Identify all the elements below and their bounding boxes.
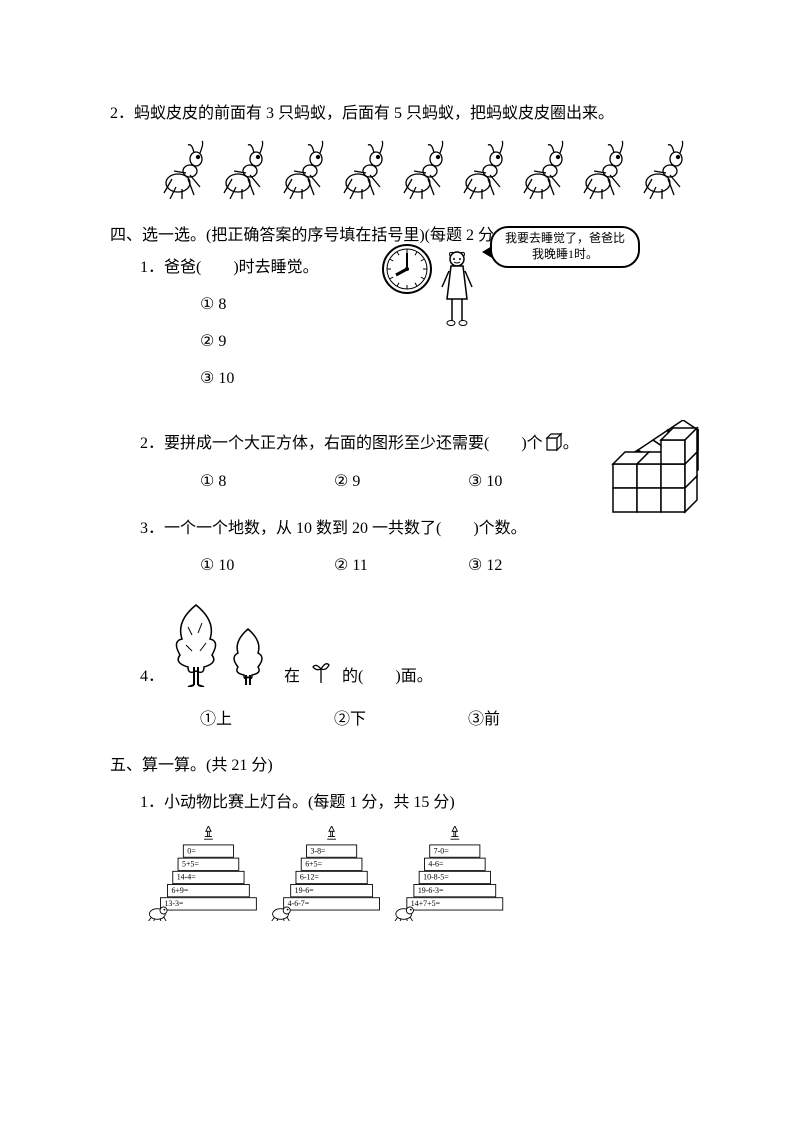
s4-q3-opt3: ③ 12	[468, 552, 598, 581]
s4-q1-label: 1．	[140, 259, 164, 276]
lamp-icon	[325, 826, 337, 843]
s4-q3: 3．一个一个地数，从 10 数到 20 一共数了( )个数。 ① 10 ② 11…	[140, 515, 683, 581]
lamp-icon	[449, 826, 461, 843]
pyramid-step: 5+5=	[178, 858, 240, 871]
s4-q1-opt3: ③ 10	[200, 365, 683, 394]
pyramid-step: 10-8-5=	[419, 871, 491, 884]
pyramid-step: 7-0=	[429, 844, 480, 857]
pyramid-step: 14-4=	[172, 871, 244, 884]
animal-icon	[146, 903, 169, 927]
pyramids: 0=5+5=14-4=6+9=13-3=3-8=6+5=6-12=19-6=4-…	[160, 826, 620, 934]
pyramid-step: 6-12=	[296, 871, 368, 884]
ant-row	[160, 139, 683, 210]
s4-q4-label: 4．	[140, 663, 164, 692]
s4-q3-stem: 一个一个地数，从 10 数到 20 一共数了( )个数。	[164, 520, 527, 537]
pyramid-step: 6+5=	[301, 858, 363, 871]
ant-icon	[400, 139, 446, 210]
tree-large-icon	[168, 601, 224, 698]
cube-figure	[603, 420, 713, 531]
q2-text: 蚂蚁皮皮的前面有 3 只蚂蚁，后面有 5 只蚂蚁，把蚂蚁皮皮圈出来。	[134, 100, 683, 129]
animal-icon	[392, 903, 415, 927]
pyramid-step: 19-6-3=	[413, 884, 496, 897]
pyramid-step: 13-3=	[160, 897, 257, 910]
s4-q4: 4． 在 的( )面。	[140, 601, 683, 698]
s4-q2-opt1: ① 8	[200, 468, 330, 497]
s4-q4-opt1: ①上	[200, 706, 330, 735]
s4-q2-opt3: ③ 10	[468, 468, 598, 497]
s4-q4-mid: 在	[284, 663, 300, 692]
s5-q1: 1．小动物比赛上灯台。(每题 1 分，共 15 分)	[140, 789, 683, 818]
s4-q4-opt3: ③前	[468, 706, 598, 735]
ant-icon	[580, 139, 626, 210]
s4-q4-options: ①上 ②下 ③前	[200, 706, 683, 735]
s4-q4-after: 的( )面。	[342, 663, 433, 692]
pyramid-step: 0=	[183, 844, 234, 857]
girl-icon	[438, 249, 476, 338]
pyramid: 7-0=4-6=10-8-5=19-6-3=14+7+5=	[406, 826, 503, 934]
sprout-icon	[310, 659, 332, 696]
pyramid-step: 3-8=	[306, 844, 357, 857]
s4-q3-opt2: ② 11	[334, 552, 464, 581]
s4-q2-label: 2．	[140, 435, 164, 452]
ant-icon	[520, 139, 566, 210]
s5-q1-label: 1．	[140, 794, 164, 811]
ant-icon	[640, 139, 686, 210]
s4-q1-stem: 爸爸( )时去睡觉。	[164, 259, 319, 276]
pyramid: 0=5+5=14-4=6+9=13-3=	[160, 826, 257, 934]
s4-q2-stem: 要拼成一个大正方体，右面的图形至少还需要( )个	[164, 435, 543, 452]
pyramid-step: 14+7+5=	[406, 897, 503, 910]
lamp-icon	[202, 826, 214, 843]
pyramid-step: 6+9=	[167, 884, 250, 897]
section5-title: 五、算一算。(共 21 分)	[110, 752, 683, 781]
s4-q4-opt2: ②下	[334, 706, 464, 735]
clock-icon	[380, 242, 434, 307]
ant-icon	[280, 139, 326, 210]
s4-q2-opt2: ② 9	[334, 468, 464, 497]
pyramid-step: 19-6=	[290, 884, 373, 897]
ant-icon	[220, 139, 266, 210]
s4-q3-label: 3．	[140, 520, 164, 537]
pyramid-step: 4-6-7=	[283, 897, 380, 910]
cube-icon	[543, 432, 563, 463]
s5-q1-text: 小动物比赛上灯台。(每题 1 分，共 15 分)	[164, 794, 455, 811]
s4-q3-opt1: ① 10	[200, 552, 330, 581]
s4-q2: 2．要拼成一个大正方体，右面的图形至少还需要( )个 。 ① 8 ② 9 ③ 1…	[140, 430, 683, 498]
ant-icon	[160, 139, 206, 210]
question-ants: 2． 蚂蚁皮皮的前面有 3 只蚂蚁，后面有 5 只蚂蚁，把蚂蚁皮皮圈出来。	[110, 100, 683, 210]
pyramid-step: 4-6=	[424, 858, 486, 871]
s4-q1: 1．爸爸( )时去睡觉。 ① 8 ② 9 ③ 10	[140, 254, 683, 393]
speech-bubble: 我要去睡觉了，爸爸比我晚睡1时。	[490, 226, 640, 267]
ant-icon	[340, 139, 386, 210]
tree-small-icon	[228, 625, 268, 698]
q2-label: 2．	[110, 100, 134, 129]
animal-icon	[269, 903, 292, 927]
period: 。	[563, 435, 579, 452]
s4-q3-options: ① 10 ② 11 ③ 12	[200, 552, 683, 581]
pyramid: 3-8=6+5=6-12=19-6=4-6-7=	[283, 826, 380, 934]
ant-icon	[460, 139, 506, 210]
